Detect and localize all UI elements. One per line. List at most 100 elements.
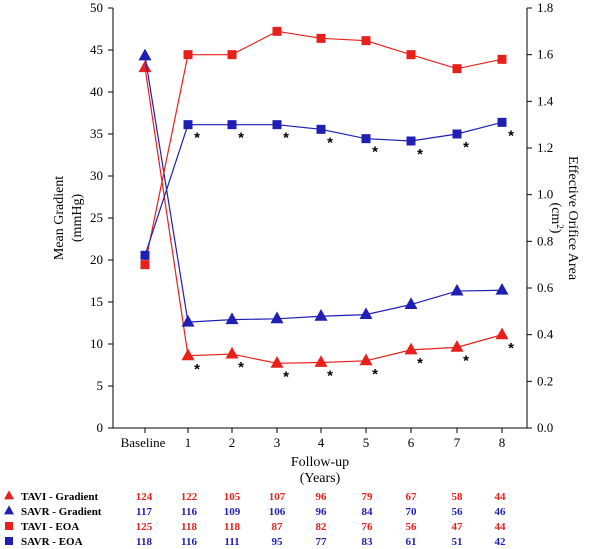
significance-star: *: [283, 368, 289, 385]
x-tick-label: 5: [363, 435, 370, 450]
count-value: 118: [136, 536, 152, 548]
count-value: 46: [495, 506, 507, 518]
counts-row-label: SAVR - EOA: [21, 536, 83, 548]
count-value: 116: [181, 506, 197, 518]
significance-star: *: [238, 130, 244, 147]
left-tick-label: 5: [97, 378, 104, 393]
right-y-unit-sup: 2: [555, 224, 565, 229]
count-value: 109: [224, 506, 241, 518]
count-value: 95: [272, 536, 284, 548]
data-point-triangle: [270, 356, 284, 368]
count-value: 51: [452, 536, 463, 548]
count-value: 117: [136, 506, 152, 518]
data-point-triangle: [495, 327, 509, 340]
series-tavi-eoa: [140, 26, 507, 270]
significance-star: *: [238, 359, 244, 376]
data-point-triangle: [138, 48, 152, 61]
left-tick-label: 25: [90, 210, 103, 225]
data-point-square: [227, 120, 237, 130]
data-point-square: [183, 120, 193, 130]
count-value: 111: [224, 536, 239, 548]
count-value: 87: [272, 521, 284, 533]
right-tick-label: 0.2: [537, 373, 553, 388]
counts-table: TAVI - Gradient 124 122 105 107 96 79 67 58 44 SAV…: [4, 490, 506, 548]
count-value: 77: [316, 536, 328, 548]
data-point-square: [183, 50, 193, 60]
data-point-square: [406, 50, 416, 60]
count-value: 56: [452, 506, 464, 518]
count-value: 47: [452, 521, 464, 533]
left-tick-label: 40: [90, 84, 103, 99]
count-value: 67: [406, 491, 418, 503]
data-point-triangle: [314, 355, 328, 367]
x-axis-title: Follow-up: [291, 455, 349, 470]
significance-star: *: [417, 146, 423, 163]
data-point-square: [497, 117, 507, 127]
count-value: 79: [362, 491, 374, 503]
count-value: 84: [362, 506, 374, 518]
series-savr-gradient: [138, 48, 509, 327]
left-tick-label: 0: [97, 420, 104, 435]
data-point-triangle: [404, 297, 418, 309]
counts-row: SAVR - EOA 118 116 111 95 77 83 61 51 42: [5, 536, 506, 548]
significance-star: *: [372, 144, 378, 161]
significance-star: *: [463, 139, 469, 156]
right-tick-label: 1.6: [537, 47, 554, 62]
data-point-square: [140, 260, 150, 270]
count-value: 83: [362, 536, 374, 548]
right-tick-label: 1.8: [537, 0, 553, 15]
significance-star: *: [508, 340, 514, 357]
significance-star: *: [327, 367, 333, 384]
count-value: 96: [316, 491, 328, 503]
data-point-square: [140, 250, 150, 260]
right-tick-label: 0.8: [537, 233, 553, 248]
legend-triangle-icon: [4, 505, 14, 515]
x-ticks: Baseline 1 2 3 4 5 6 7 8: [121, 428, 505, 450]
count-value: 107: [269, 491, 286, 503]
count-value: 116: [181, 536, 197, 548]
series-tavi-gradient: [138, 60, 509, 368]
count-value: 118: [181, 521, 197, 533]
significance-star: *: [194, 361, 200, 378]
right-tick-label: 1.0: [537, 187, 553, 202]
count-value: 44: [495, 521, 507, 533]
data-point-triangle: [359, 353, 373, 366]
legend-square-icon: [5, 522, 13, 530]
data-point-triangle: [495, 282, 509, 295]
significance-star: *: [417, 355, 423, 372]
right-y-ticks: 0.0 0.2 0.4 0.6 0.8 1.0 1.2 1.4 1.6 1.8: [527, 0, 554, 435]
data-point-triangle: [450, 283, 464, 296]
data-point-triangle: [270, 311, 284, 324]
right-tick-label: 1.2: [537, 140, 553, 155]
data-point-square: [272, 26, 282, 36]
left-tick-label: 10: [90, 336, 103, 351]
data-point-triangle: [181, 348, 195, 361]
series-savr-eoa: [140, 117, 507, 260]
counts-row: TAVI - EOA 125 118 118 87 82 76 56 47 44: [5, 521, 506, 533]
data-point-triangle: [314, 309, 328, 321]
data-point-square: [452, 129, 462, 139]
x-tick-label: 4: [318, 435, 325, 450]
counts-row-label: SAVR - Gradient: [21, 506, 102, 518]
x-tick-label: Baseline: [121, 435, 166, 450]
count-value: 122: [181, 491, 198, 503]
data-point-square: [361, 36, 371, 46]
left-y-ticks: 0 5 10 15 20 25 30 35 40 45 50: [90, 0, 113, 435]
data-point-triangle: [359, 307, 373, 320]
data-point-triangle: [225, 346, 239, 359]
count-value: 76: [362, 521, 374, 533]
data-point-square: [497, 54, 507, 64]
x-axis-unit: (Years): [300, 471, 341, 486]
left-tick-label: 50: [90, 0, 103, 15]
right-tick-label: 0.4: [537, 327, 554, 342]
count-value: 56: [406, 521, 418, 533]
x-tick-label: 3: [274, 435, 281, 450]
data-point-square: [452, 64, 462, 74]
count-value: 125: [136, 521, 153, 533]
count-value: 105: [224, 491, 241, 503]
count-value: 70: [406, 506, 418, 518]
left-tick-label: 45: [90, 42, 103, 57]
right-y-unit-close: ): [548, 229, 563, 234]
series-line: [144, 55, 503, 323]
count-value: 118: [224, 521, 240, 533]
